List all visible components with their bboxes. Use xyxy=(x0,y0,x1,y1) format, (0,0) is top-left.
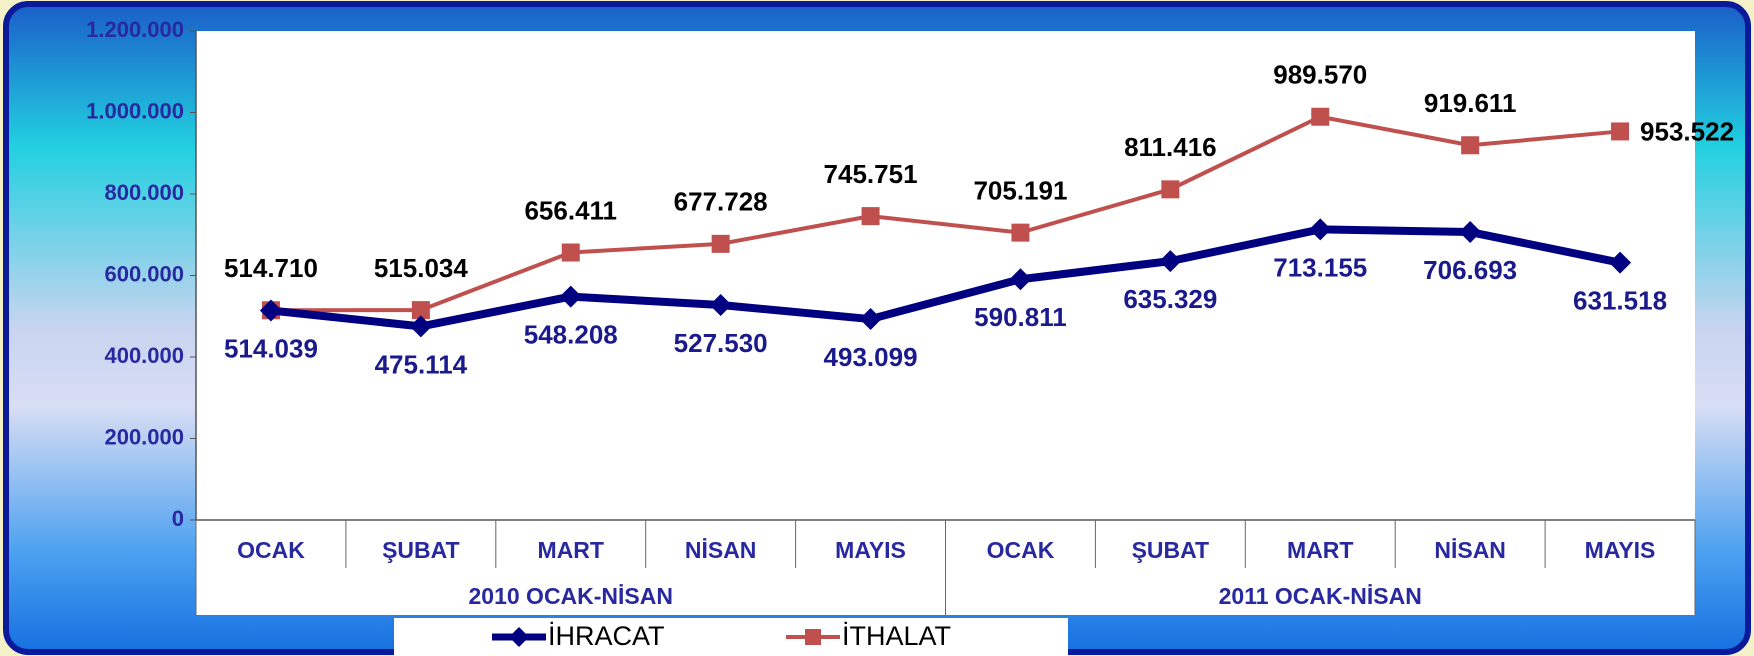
data-label: 514.039 xyxy=(224,333,318,363)
data-label: 713.155 xyxy=(1273,252,1367,282)
data-point xyxy=(559,285,582,308)
y-tick-label: 800.000 xyxy=(104,180,184,205)
data-label: 706.693 xyxy=(1423,255,1517,285)
data-label: 811.416 xyxy=(1124,132,1217,162)
legend-marker xyxy=(805,629,821,645)
data-point xyxy=(259,299,282,322)
plot-area xyxy=(196,31,1695,520)
data-label: 919.611 xyxy=(1424,88,1517,118)
data-label: 514.710 xyxy=(224,253,318,283)
y-tick-label: 600.000 xyxy=(104,261,184,286)
y-tick-label: 1.200.000 xyxy=(86,17,184,42)
data-point xyxy=(1611,122,1630,141)
data-label: 745.751 xyxy=(824,159,918,189)
data-point xyxy=(1609,251,1632,274)
y-tick-label: 400.000 xyxy=(104,343,184,368)
data-point xyxy=(409,315,432,338)
data-point xyxy=(711,234,730,253)
x-tick-label: OCAK xyxy=(987,537,1055,563)
data-point xyxy=(1461,136,1480,155)
data-label: 493.099 xyxy=(824,342,918,372)
legend-label: İHRACAT xyxy=(548,620,665,651)
series-line xyxy=(270,225,1621,331)
group-label: 2011 OCAK-NİSAN xyxy=(1219,583,1422,609)
data-point xyxy=(859,308,882,331)
x-tick-label: OCAK xyxy=(237,537,305,563)
data-point xyxy=(861,207,880,226)
data-point xyxy=(1009,268,1032,291)
data-point xyxy=(709,294,732,317)
data-label: 677.728 xyxy=(674,187,768,217)
x-tick-label: MART xyxy=(1287,537,1353,563)
data-label: 989.570 xyxy=(1273,60,1367,90)
x-tick-label: MART xyxy=(538,537,604,563)
group-label: 2010 OCAK-NİSAN xyxy=(469,583,674,609)
y-tick-label: 1.000.000 xyxy=(86,98,184,123)
data-label: 548.208 xyxy=(524,319,618,349)
data-label: 515.034 xyxy=(374,253,469,283)
series-line xyxy=(270,114,1621,313)
data-label: 635.329 xyxy=(1123,284,1217,314)
data-point xyxy=(561,243,580,262)
data-point xyxy=(1161,180,1180,199)
data-label: 527.530 xyxy=(674,328,768,358)
x-tick-label: ŞUBAT xyxy=(1132,537,1210,563)
data-label: 953.522 xyxy=(1640,116,1734,146)
data-label: 705.191 xyxy=(973,176,1067,206)
legend-marker xyxy=(509,627,529,647)
data-label: 475.114 xyxy=(375,349,468,379)
y-tick-label: 200.000 xyxy=(104,424,184,449)
x-tick-label: NİSAN xyxy=(1434,537,1506,563)
data-point xyxy=(1459,221,1482,244)
data-label: 631.518 xyxy=(1573,286,1667,316)
data-point xyxy=(411,301,430,320)
x-tick-label: MAYIS xyxy=(1585,537,1656,563)
data-point xyxy=(1311,107,1330,126)
x-tick-label: MAYIS xyxy=(835,537,906,563)
x-tick-label: NİSAN xyxy=(685,537,757,563)
data-label: 590.811 xyxy=(974,302,1067,332)
data-point xyxy=(1309,218,1332,241)
x-tick-label: ŞUBAT xyxy=(382,537,460,563)
data-label: 656.411 xyxy=(524,195,617,225)
y-tick-label: 0 xyxy=(172,506,184,531)
legend-label: İTHALAT xyxy=(842,620,951,651)
data-point xyxy=(1159,250,1182,273)
data-point xyxy=(1011,223,1030,242)
